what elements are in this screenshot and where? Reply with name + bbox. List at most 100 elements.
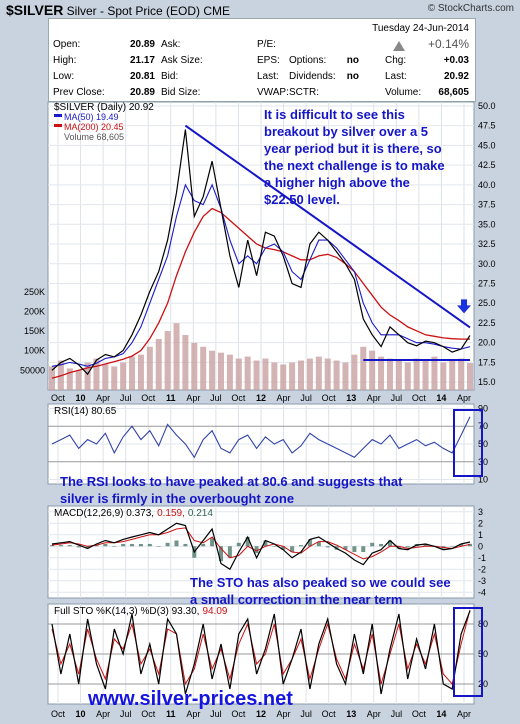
title-rest: Silver - Spot Price (EOD) bbox=[66, 4, 201, 18]
macd-histogram-bar bbox=[130, 543, 135, 547]
x-tick-label-bottom: 10 bbox=[76, 709, 86, 719]
volume-bar bbox=[413, 358, 420, 390]
x-tick-label-bottom: Jul bbox=[391, 709, 403, 719]
macd-histogram-bar bbox=[67, 545, 72, 547]
volume-bar bbox=[164, 331, 171, 390]
x-tick-label-bottom: Oct bbox=[322, 709, 337, 719]
rsi-tick-label: 30 bbox=[478, 457, 488, 467]
pe-label: P/E: bbox=[257, 39, 276, 50]
price-tick-label: 22.5 bbox=[478, 318, 496, 328]
macd-histogram-bar bbox=[174, 540, 179, 547]
volume-bar bbox=[386, 358, 393, 390]
macd-tick-label: 2 bbox=[478, 518, 483, 528]
up-triangle-icon bbox=[393, 41, 405, 51]
low-value: 20.81 bbox=[129, 71, 155, 82]
volume-bar bbox=[111, 366, 118, 390]
volume-bar bbox=[49, 366, 55, 390]
macd-histogram-bar bbox=[387, 540, 392, 547]
low-label: Low: bbox=[53, 71, 75, 82]
high-label: High: bbox=[53, 55, 77, 66]
macd-histogram-bar bbox=[361, 546, 366, 552]
change-pct: +0.14% bbox=[427, 37, 469, 51]
macd-histogram-bar bbox=[281, 546, 286, 550]
macd-histogram-bar bbox=[468, 543, 472, 547]
volume-bar bbox=[458, 358, 465, 390]
quote-date: Tuesday 24-Jun-2014 bbox=[372, 23, 469, 34]
macd-histogram-bar bbox=[379, 543, 384, 547]
volume-bar bbox=[244, 356, 251, 390]
down-arrow-icon bbox=[457, 299, 471, 314]
volume-bar bbox=[146, 346, 153, 390]
rsi-annotation: The RSI looks to have peaked at 80.6 and… bbox=[60, 473, 402, 507]
macd-histogram-bar bbox=[165, 542, 170, 547]
x-tick-label-bottom: Jul bbox=[300, 709, 312, 719]
x-tick-label: 10 bbox=[76, 393, 86, 403]
quote-panel: Open: 20.89 High: 21.17 Low: 20.81 Prev … bbox=[48, 18, 476, 102]
note-line: silver is firmly in the overbought zone bbox=[60, 491, 295, 506]
bid-size-label: Bid Size: bbox=[161, 87, 201, 98]
macd-histogram-bar bbox=[147, 543, 152, 547]
macd-histogram-bar bbox=[121, 543, 126, 547]
macd-tick-label: -1 bbox=[478, 553, 486, 563]
volume-bar bbox=[369, 350, 376, 390]
prev-value: 20.89 bbox=[129, 87, 155, 98]
price-tick-label: 15.0 bbox=[478, 377, 496, 387]
price-legend: $SILVER (Daily) 20.92 bbox=[54, 102, 154, 113]
price-tick-label: 40.0 bbox=[478, 180, 496, 190]
x-tick-label: Apr bbox=[186, 393, 200, 403]
macd-histogram-bar bbox=[112, 546, 117, 547]
volume-bar bbox=[289, 362, 296, 390]
volume-bar bbox=[200, 346, 207, 390]
volume-bar bbox=[342, 362, 349, 390]
chart-title: $SILVER Silver - Spot Price (EOD) CME bbox=[6, 2, 230, 18]
x-tick-label: 14 bbox=[436, 393, 446, 403]
volume-bar bbox=[66, 368, 73, 390]
price-tick-label: 37.5 bbox=[478, 200, 496, 210]
volume-label: Volume: bbox=[385, 87, 422, 98]
volume-bar bbox=[431, 356, 438, 390]
sto-d-legend: 94.09 bbox=[202, 606, 227, 617]
ma200-legend: MA(200) 20.45 bbox=[64, 122, 124, 132]
note-line: The STO has also peaked so we could see bbox=[190, 575, 451, 590]
price-tick-label: 17.5 bbox=[478, 357, 496, 367]
volume-bar bbox=[217, 352, 224, 390]
price-tick-label: 47.5 bbox=[478, 121, 496, 131]
volume-bar bbox=[449, 360, 456, 390]
macd-histogram-bar bbox=[307, 539, 312, 547]
last-label: Last: bbox=[257, 71, 279, 82]
price-tick-label: 42.5 bbox=[478, 160, 496, 170]
x-tick-label: Oct bbox=[51, 393, 66, 403]
note-line: $22.50 level. bbox=[264, 192, 340, 207]
volume-bar bbox=[298, 360, 305, 390]
x-tick-label: Oct bbox=[141, 393, 156, 403]
volume-bar bbox=[173, 323, 180, 390]
macd-histogram-bar bbox=[396, 546, 401, 549]
price-tick-label: 32.5 bbox=[478, 239, 496, 249]
macd-histogram-bar bbox=[58, 545, 63, 547]
last2-value: 20.92 bbox=[443, 71, 469, 82]
x-tick-label: Apr bbox=[367, 393, 381, 403]
macd-histogram-bar bbox=[236, 542, 241, 547]
high-value: 21.17 bbox=[129, 55, 155, 66]
macd-histogram-bar bbox=[218, 546, 223, 562]
brand: © StockCharts.com bbox=[427, 3, 514, 14]
x-tick-label: Apr bbox=[277, 393, 291, 403]
ma200-line bbox=[51, 207, 470, 379]
macd-histogram-bar bbox=[138, 543, 143, 547]
dividends-value: no bbox=[346, 71, 359, 82]
x-tick-label-bottom: Oct bbox=[51, 709, 66, 719]
macd-legend: MACD(12,26,9) 0.373, 0.159, 0.214 bbox=[54, 508, 213, 519]
x-tick-label-bottom: 14 bbox=[436, 709, 446, 719]
price-tick-label: 35.0 bbox=[478, 219, 496, 229]
volume-bar bbox=[280, 364, 287, 390]
volume-tick-label: 200K bbox=[24, 306, 45, 316]
macd-histogram-bar bbox=[245, 537, 250, 547]
rsi-tick-label: 90 bbox=[478, 403, 488, 413]
price-line bbox=[51, 129, 471, 376]
options-value: no bbox=[346, 55, 359, 66]
volume-bar bbox=[102, 364, 109, 390]
rsi-tick-label: 70 bbox=[478, 421, 488, 431]
sto-legend: Full STO %K(14,3) %D(3) 93.30, 94.09 bbox=[54, 606, 228, 617]
volume-bar bbox=[209, 350, 216, 390]
